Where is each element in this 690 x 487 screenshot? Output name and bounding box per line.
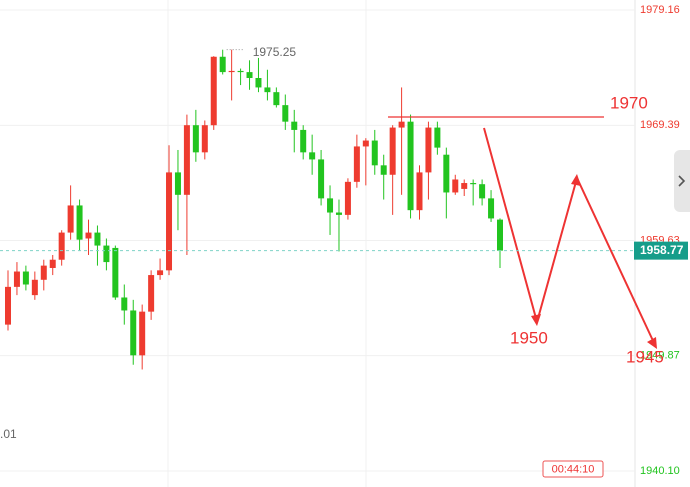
- candle-body: [121, 297, 128, 311]
- candle-body: [309, 152, 316, 160]
- arrow-head: [647, 337, 657, 349]
- high-label: 1975.25: [253, 45, 297, 59]
- annotation: 1970: [610, 93, 648, 112]
- candle-body: [183, 125, 190, 195]
- candle-body: [210, 56, 217, 126]
- candle-body: [344, 181, 351, 215]
- arrow-head: [571, 174, 581, 186]
- forecast-path: [483, 127, 656, 346]
- candle-body: [479, 184, 486, 199]
- candle-body: [335, 212, 342, 215]
- current-price: 1958.77: [640, 243, 684, 257]
- candle-body: [31, 279, 38, 296]
- candle-body: [219, 56, 226, 73]
- candle-body: [201, 125, 208, 153]
- candle-body: [398, 121, 405, 128]
- candle-body: [255, 78, 262, 88]
- candle-body: [461, 183, 468, 189]
- candle-body: [300, 129, 307, 153]
- candle-body: [452, 179, 459, 193]
- candle-body: [282, 105, 289, 122]
- candle-body: [228, 70, 235, 73]
- timer-box: [542, 460, 604, 478]
- candle-body: [148, 275, 155, 312]
- candle-body: [371, 140, 378, 166]
- candle-body: [139, 311, 146, 356]
- candle-body: [488, 198, 495, 219]
- annotation: 1945: [626, 347, 664, 366]
- candle-body: [49, 259, 56, 268]
- y-tick-label: 1979.16: [640, 4, 680, 16]
- candle-body: [76, 205, 83, 240]
- candle-body: [318, 159, 325, 199]
- candle-body: [425, 127, 432, 173]
- timer: 00:44:10: [552, 463, 595, 475]
- candle-body: [237, 70, 244, 73]
- candle-body: [174, 172, 181, 195]
- candle-body: [327, 198, 334, 213]
- y-tick-label: 1969.39: [640, 119, 680, 131]
- y-tick-label: 1940.10: [640, 465, 680, 477]
- candle-body: [94, 232, 101, 246]
- candle-body: [246, 72, 253, 79]
- candle-body: [497, 219, 503, 251]
- candle-body: [264, 87, 271, 93]
- candle-body: [5, 286, 11, 325]
- candle-body: [13, 271, 20, 287]
- candle-body: [130, 310, 137, 356]
- candle-body: [443, 154, 450, 193]
- candle-body: [85, 232, 92, 239]
- candle-body: [112, 247, 119, 298]
- candle-body: [362, 140, 369, 147]
- candle-body: [389, 127, 396, 175]
- candle-body: [103, 245, 110, 263]
- candle-body: [58, 232, 65, 260]
- corner-label: .01: [0, 427, 17, 441]
- candle-body: [157, 270, 164, 276]
- candle-body: [22, 271, 29, 285]
- candle-body: [380, 165, 387, 175]
- candle-body: [40, 265, 47, 280]
- price-box: [634, 241, 688, 260]
- candle-body: [416, 172, 423, 211]
- candle-body: [67, 205, 74, 233]
- candle-body: [166, 172, 173, 271]
- side-button[interactable]: [674, 150, 690, 212]
- candle-body: [434, 127, 441, 148]
- annotation: 1950: [510, 328, 548, 347]
- candle-body: [273, 92, 280, 106]
- candle-body: [353, 146, 360, 182]
- arrow-head: [531, 314, 541, 326]
- y-tick-label: 1949.87: [640, 350, 680, 362]
- candle-body: [192, 125, 199, 153]
- candle-body: [291, 121, 298, 130]
- candle-body: [470, 183, 477, 185]
- candle-body: [407, 121, 414, 211]
- chevron: [678, 175, 686, 187]
